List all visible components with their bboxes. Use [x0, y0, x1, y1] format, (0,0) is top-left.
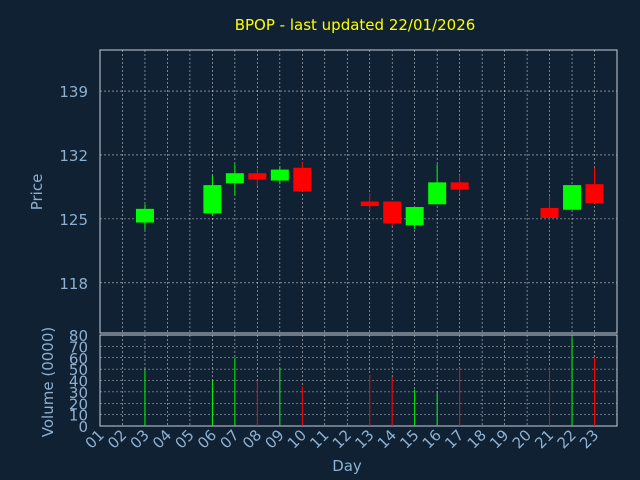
price-axis-ticks: 118 125 132 139 — [59, 83, 88, 293]
chart-title: BPOP - last updated 22/01/2026 — [235, 16, 476, 34]
volume-tick-label: 20 — [69, 395, 88, 413]
day-tick-label: 23 — [576, 426, 602, 452]
volume-tick-label: 50 — [69, 361, 88, 379]
price-panel: 118 125 132 139 Price — [28, 49, 618, 334]
candle-body — [405, 207, 424, 226]
candle-body — [293, 167, 312, 192]
candle-body — [450, 182, 469, 190]
candle-body — [563, 185, 582, 210]
volume-tick-label: 40 — [69, 373, 88, 391]
candle-body — [135, 208, 154, 223]
volume-tick-label: 10 — [69, 407, 88, 425]
volume-tick-label: 0 — [78, 418, 88, 436]
day-axis-ticks: 0102030405060708091011121314151617181920… — [82, 426, 603, 452]
candle-body — [540, 207, 559, 218]
volume-grid — [100, 335, 617, 426]
candle-body — [270, 169, 289, 181]
price-tick-label: 132 — [59, 147, 88, 165]
candle-body — [383, 201, 402, 224]
volume-tick-label: 60 — [69, 350, 88, 368]
candle-body — [203, 185, 222, 214]
candle-body — [225, 173, 244, 184]
candle-body — [248, 173, 267, 180]
volume-plot-frame — [99, 334, 618, 427]
day-axis-label: Day — [332, 457, 362, 475]
price-plot-frame — [99, 49, 618, 334]
price-tick-label: 125 — [59, 211, 88, 229]
price-tick-label: 118 — [59, 275, 88, 293]
volume-tick-label: 80 — [69, 327, 88, 345]
candle-body — [360, 201, 379, 207]
price-grid — [100, 50, 617, 333]
price-axis-label: Price — [28, 174, 46, 211]
candle-body — [585, 184, 604, 204]
volume-axis-label: Volume (0000) — [39, 327, 57, 437]
volume-tick-label: 30 — [69, 384, 88, 402]
candle-body — [428, 182, 447, 205]
candles — [135, 162, 604, 230]
volume-bars — [144, 337, 596, 426]
price-tick-label: 139 — [59, 83, 88, 101]
volume-tick-label: 70 — [69, 338, 88, 356]
